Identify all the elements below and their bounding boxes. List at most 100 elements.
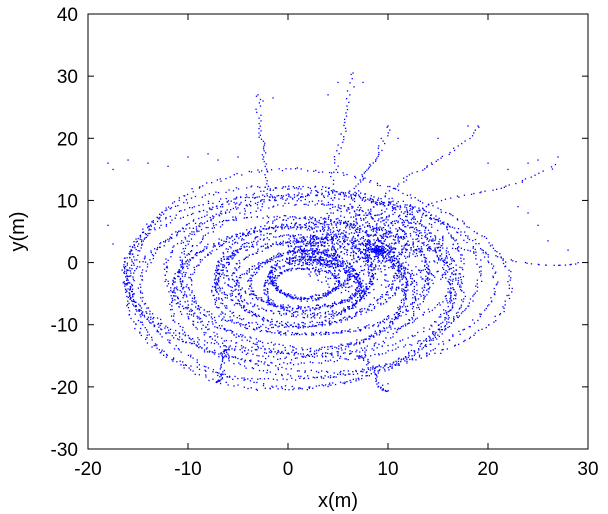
scatter-point <box>243 350 246 352</box>
scatter-point <box>169 303 171 305</box>
scatter-point <box>421 225 423 227</box>
scatter-point <box>183 286 185 289</box>
scatter-point <box>271 227 274 229</box>
scatter-point <box>508 297 511 300</box>
scatter-point <box>171 335 173 337</box>
scatter-point <box>219 288 221 290</box>
scatter-point <box>352 199 354 201</box>
scatter-point <box>299 226 301 229</box>
scatter-point <box>444 325 446 327</box>
scatter-point <box>206 211 208 213</box>
scatter-point <box>310 350 312 352</box>
scatter-point <box>402 283 404 285</box>
scatter-point <box>239 323 241 325</box>
scatter-point <box>191 280 193 282</box>
scatter-point <box>315 194 317 196</box>
scatter-point <box>191 342 193 345</box>
scatter-point <box>332 192 334 194</box>
scatter-point <box>342 192 345 194</box>
scatter-point <box>400 361 402 363</box>
scatter-point <box>449 212 451 215</box>
scatter-point <box>158 326 160 328</box>
scatter-point <box>212 231 214 233</box>
scatter-point <box>364 196 366 198</box>
scatter-point <box>244 378 246 381</box>
scatter-point <box>286 257 288 259</box>
scatter-point <box>393 267 395 269</box>
scatter-point <box>397 221 399 224</box>
scatter-point <box>263 289 265 291</box>
scatter-point <box>467 237 469 239</box>
scatter-point <box>156 347 158 349</box>
scatter-point <box>343 241 345 243</box>
scatter-point <box>230 256 232 259</box>
scatter-point <box>403 292 406 294</box>
scatter-point <box>124 268 126 270</box>
scatter-point <box>165 258 167 260</box>
scatter-point <box>368 255 370 257</box>
scatter-point <box>274 304 276 307</box>
scatter-point <box>267 245 269 248</box>
scatter-point <box>418 308 421 310</box>
scatter-point <box>429 336 431 339</box>
scatter-point <box>400 276 402 278</box>
scatter-point <box>254 294 256 296</box>
scatter-point <box>363 290 365 292</box>
scatter-point <box>350 241 353 244</box>
scatter-point <box>458 273 460 275</box>
scatter-point <box>151 254 154 256</box>
scatter-point <box>288 195 290 198</box>
scatter-point <box>442 267 444 269</box>
scatter-point <box>372 226 374 228</box>
scatter-point <box>216 290 218 292</box>
scatter-point <box>355 213 357 215</box>
scatter-point <box>370 195 372 197</box>
scatter-point <box>402 224 404 226</box>
scatter-point <box>460 234 462 236</box>
scatter-point <box>438 328 440 330</box>
scatter-point <box>138 243 140 245</box>
scatter-point <box>158 349 160 351</box>
scatter-point <box>233 315 235 317</box>
scatter-point <box>361 310 363 312</box>
scatter-point <box>428 232 430 234</box>
scatter-point <box>378 343 380 345</box>
scatter-point <box>129 287 131 289</box>
scatter-point <box>298 224 300 226</box>
scatter-point <box>433 331 435 333</box>
scatter-point <box>365 349 367 351</box>
scatter-point <box>243 208 246 210</box>
scatter-point <box>135 238 137 240</box>
scatter-point <box>132 303 134 305</box>
scatter-point <box>190 213 193 216</box>
scatter-point <box>324 217 326 220</box>
scatter-point <box>203 309 205 311</box>
scatter-point <box>267 221 269 223</box>
scatter-point <box>298 375 300 377</box>
scatter-point <box>342 284 344 286</box>
scatter-point <box>188 261 190 263</box>
scatter-point <box>317 304 320 306</box>
scatter-point <box>193 219 195 221</box>
scatter-point <box>368 213 370 215</box>
scatter-point <box>278 325 280 327</box>
scatter-point <box>369 265 372 267</box>
scatter-point <box>226 258 228 260</box>
scatter-point <box>288 251 290 254</box>
scatter-point <box>232 356 235 358</box>
scatter-point <box>253 229 255 232</box>
scatter-point <box>324 346 326 348</box>
scatter-point <box>191 284 193 286</box>
scatter-point <box>335 224 337 226</box>
scatter-point <box>451 283 453 285</box>
scatter-point <box>323 224 326 226</box>
scatter-point <box>172 295 175 297</box>
scatter-point <box>267 260 269 262</box>
scatter-point <box>271 385 273 387</box>
scatter-point <box>350 381 352 383</box>
scatter-point <box>385 363 387 365</box>
scatter-point <box>266 262 269 264</box>
scatter-point <box>389 251 391 253</box>
scatter-point <box>176 271 179 273</box>
scatter-point <box>453 345 456 347</box>
